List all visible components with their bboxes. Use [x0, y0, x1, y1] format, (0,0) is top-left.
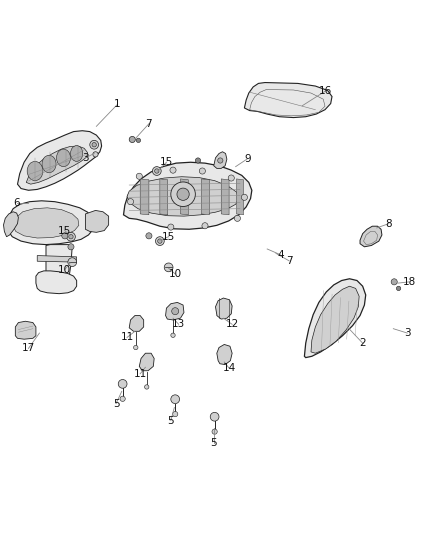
Circle shape	[241, 194, 247, 200]
Polygon shape	[127, 177, 239, 216]
Text: 1: 1	[114, 100, 121, 109]
Text: 9: 9	[244, 154, 251, 164]
Circle shape	[158, 239, 162, 243]
Text: 8: 8	[385, 219, 392, 229]
Circle shape	[62, 233, 68, 239]
Polygon shape	[139, 353, 154, 371]
Text: 7: 7	[145, 119, 152, 128]
Polygon shape	[8, 201, 94, 245]
Circle shape	[134, 345, 138, 350]
Polygon shape	[221, 179, 229, 215]
Circle shape	[145, 385, 149, 389]
Ellipse shape	[57, 149, 71, 167]
Circle shape	[155, 237, 164, 246]
Circle shape	[68, 258, 77, 266]
Polygon shape	[36, 271, 77, 294]
Circle shape	[136, 173, 142, 179]
Circle shape	[93, 152, 98, 157]
Circle shape	[118, 379, 127, 388]
Circle shape	[67, 232, 75, 241]
Polygon shape	[304, 279, 366, 358]
Ellipse shape	[27, 161, 43, 181]
Text: 14: 14	[223, 363, 236, 373]
Circle shape	[210, 413, 219, 421]
Polygon shape	[37, 255, 77, 262]
Polygon shape	[46, 245, 72, 289]
Polygon shape	[166, 302, 184, 320]
Circle shape	[228, 175, 234, 181]
Circle shape	[152, 167, 161, 175]
Polygon shape	[217, 344, 232, 365]
Text: 5: 5	[113, 399, 120, 409]
Circle shape	[120, 396, 125, 401]
Text: 12: 12	[226, 319, 239, 329]
Circle shape	[172, 308, 179, 314]
Circle shape	[164, 263, 173, 272]
Circle shape	[92, 142, 96, 147]
Polygon shape	[311, 286, 359, 353]
Polygon shape	[140, 179, 149, 215]
Text: 2: 2	[359, 338, 366, 348]
Polygon shape	[18, 131, 102, 190]
Text: 15: 15	[58, 225, 71, 236]
Circle shape	[212, 429, 217, 434]
Text: 3: 3	[404, 328, 411, 338]
Polygon shape	[201, 179, 209, 215]
Polygon shape	[129, 316, 144, 332]
Polygon shape	[26, 146, 88, 184]
Circle shape	[69, 235, 73, 239]
Circle shape	[68, 244, 74, 250]
Circle shape	[129, 136, 135, 142]
Text: 15: 15	[162, 232, 175, 242]
Text: 10: 10	[169, 269, 182, 279]
Text: 4: 4	[277, 249, 284, 260]
Polygon shape	[13, 208, 79, 238]
Text: 7: 7	[286, 256, 293, 266]
Circle shape	[146, 233, 152, 239]
Text: 6: 6	[13, 198, 20, 208]
Polygon shape	[215, 298, 232, 319]
Text: 13: 13	[172, 319, 185, 329]
Ellipse shape	[42, 155, 56, 173]
Text: 11: 11	[134, 369, 147, 379]
Circle shape	[177, 188, 189, 200]
Circle shape	[199, 168, 205, 174]
Text: 3: 3	[82, 153, 89, 163]
Text: 11: 11	[120, 333, 134, 343]
Polygon shape	[124, 162, 252, 229]
Ellipse shape	[71, 146, 83, 161]
Polygon shape	[214, 152, 227, 168]
Circle shape	[171, 182, 195, 206]
Text: 15: 15	[160, 157, 173, 167]
Text: 17: 17	[22, 343, 35, 353]
Polygon shape	[160, 179, 168, 215]
Circle shape	[391, 279, 397, 285]
Text: 5: 5	[167, 416, 174, 426]
Circle shape	[127, 199, 134, 205]
Circle shape	[170, 167, 176, 173]
Text: 16: 16	[318, 86, 332, 96]
Circle shape	[90, 140, 99, 149]
Circle shape	[171, 395, 180, 403]
Text: 10: 10	[58, 264, 71, 274]
Circle shape	[173, 411, 178, 417]
Circle shape	[202, 223, 208, 229]
Circle shape	[396, 286, 401, 290]
Polygon shape	[15, 321, 36, 339]
Polygon shape	[85, 211, 109, 232]
Circle shape	[155, 169, 159, 173]
Circle shape	[234, 215, 240, 221]
Text: 18: 18	[403, 277, 416, 287]
Circle shape	[171, 333, 175, 337]
Polygon shape	[244, 83, 332, 118]
Polygon shape	[180, 179, 188, 215]
Circle shape	[168, 224, 174, 230]
Text: 5: 5	[210, 438, 217, 448]
Polygon shape	[360, 226, 382, 247]
Circle shape	[195, 158, 201, 163]
Polygon shape	[4, 212, 18, 237]
Circle shape	[136, 138, 141, 142]
Circle shape	[218, 158, 223, 163]
Polygon shape	[237, 179, 244, 215]
